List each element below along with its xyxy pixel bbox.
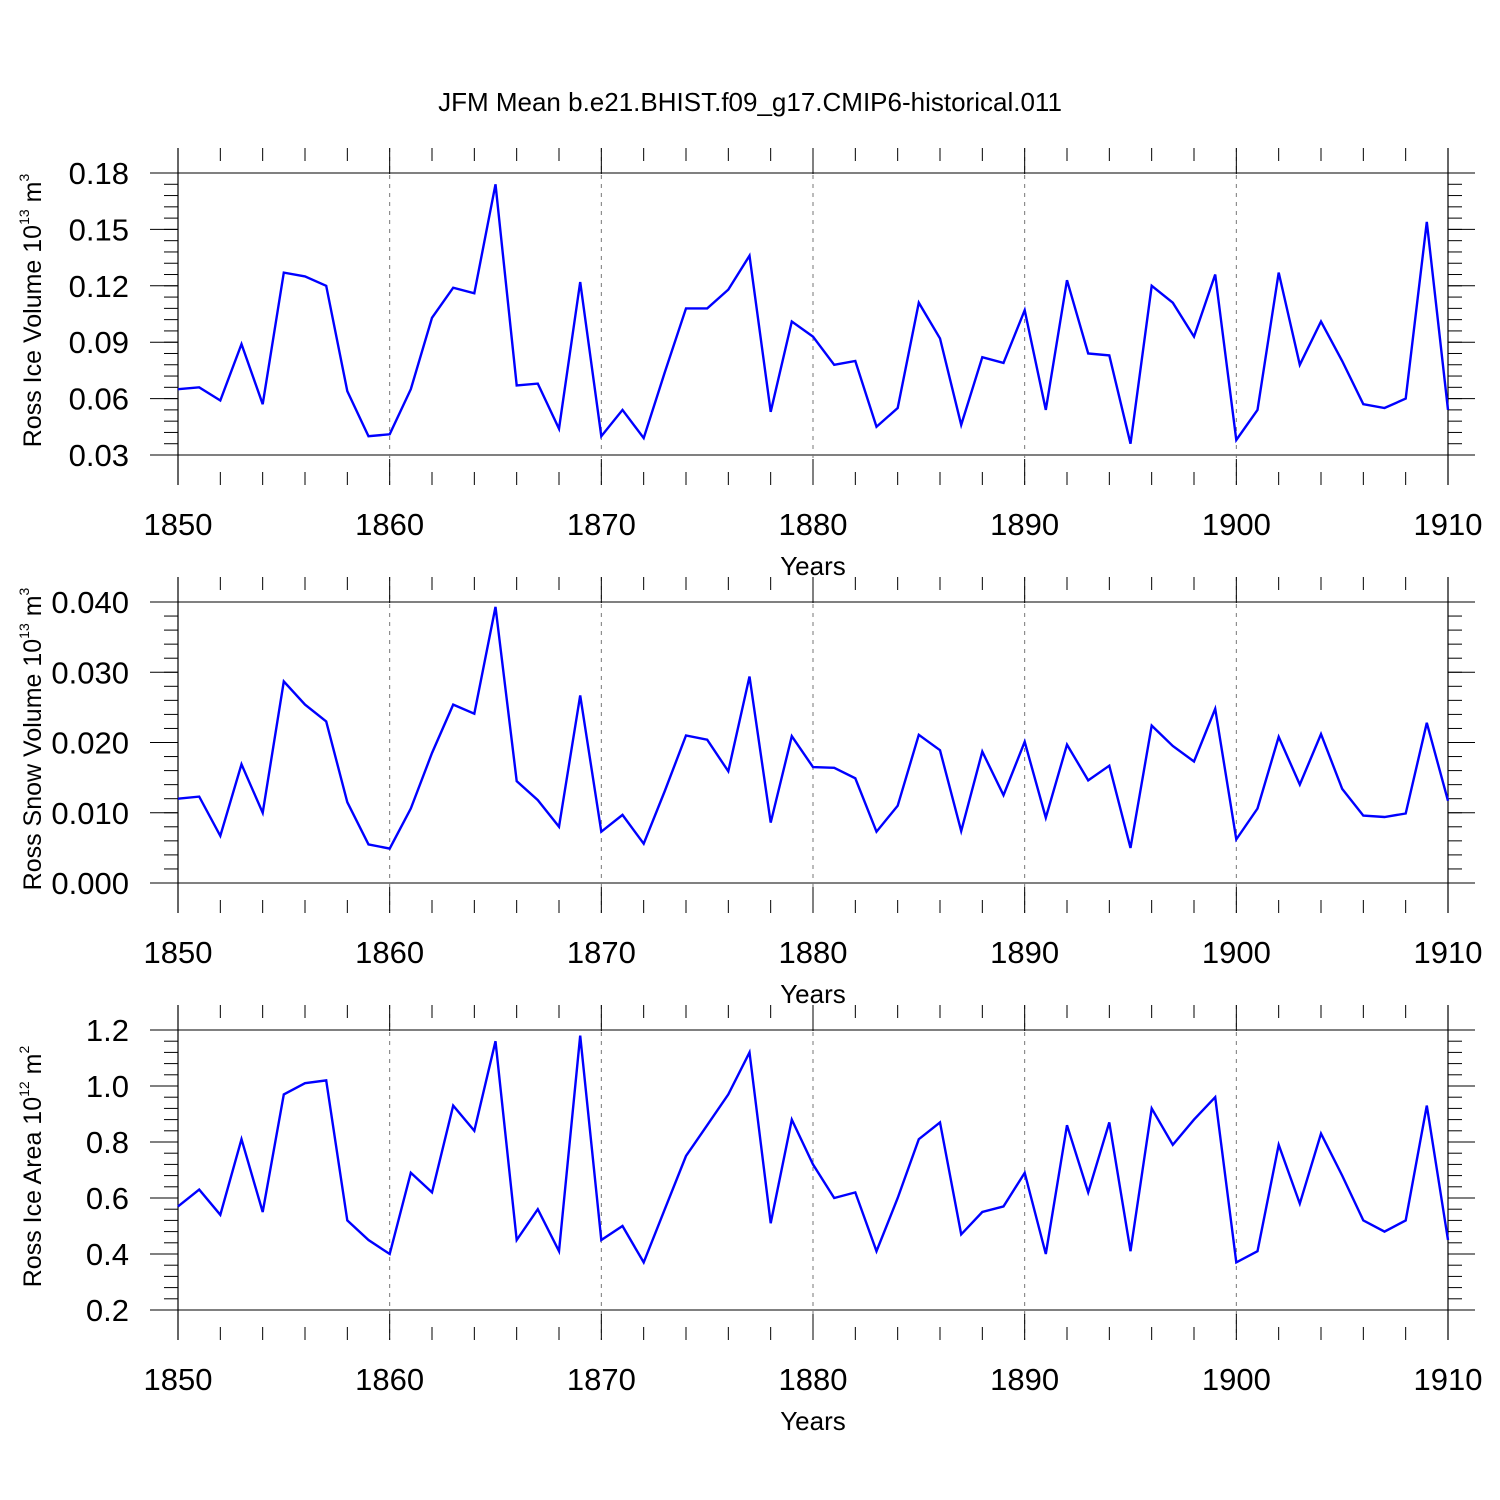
y-tick-label: 0.06 xyxy=(69,382,129,417)
x-tick-label: 1900 xyxy=(1202,1362,1271,1397)
x-tick-label: 1910 xyxy=(1414,507,1483,542)
x-tick-label: 1890 xyxy=(990,935,1059,970)
y-tick-label: 0.040 xyxy=(51,585,129,620)
figure-title: JFM Mean b.e21.BHIST.f09_g17.CMIP6-histo… xyxy=(438,87,1062,117)
x-tick-label: 1860 xyxy=(355,507,424,542)
x-tick-label: 1880 xyxy=(779,1362,848,1397)
y-tick-label: 0.18 xyxy=(69,156,129,191)
y-tick-label: 0.09 xyxy=(69,325,129,360)
y-tick-label: 0.12 xyxy=(69,269,129,304)
panel-1: 0.03 0.06 0.09 0.12 0.15 0.18 1850 1860 1870 1880… xyxy=(16,148,1482,581)
panel-3: 0.2 0.4 0.6 0.8 1.0 1.2 1850 1860 1870 1880 1890 19… xyxy=(16,1005,1482,1436)
y-axis-label: Ross Ice Volume 1013 m3 xyxy=(16,174,47,448)
x-tick-label: 1850 xyxy=(144,1362,213,1397)
y-tick-label: 0.2 xyxy=(86,1293,129,1328)
data-series-line xyxy=(177,184,1450,444)
y-axis-label: Ross Snow Volume 1013 m3 xyxy=(16,587,47,890)
x-tick-label: 1880 xyxy=(779,507,848,542)
x-axis-label: Years xyxy=(780,979,846,1009)
x-tick-label: 1890 xyxy=(990,1362,1059,1397)
x-tick-label: 1900 xyxy=(1202,507,1271,542)
x-tick-label: 1870 xyxy=(567,507,636,542)
y-tick-label: 0.15 xyxy=(69,212,129,247)
x-tick-label: 1900 xyxy=(1202,935,1271,970)
y-tick-label: 0.6 xyxy=(86,1181,129,1216)
y-tick-label: 0.000 xyxy=(51,866,129,901)
y-tick-label: 1.2 xyxy=(86,1013,129,1048)
panel-2: 0.000 0.010 0.020 0.030 0.040 1850 1860 1870 188… xyxy=(16,577,1482,1009)
x-tick-label: 1910 xyxy=(1414,935,1483,970)
x-tick-label: 1860 xyxy=(355,935,424,970)
x-tick-label: 1850 xyxy=(144,935,213,970)
data-series-line xyxy=(177,1035,1450,1266)
y-tick-label: 0.03 xyxy=(69,438,129,473)
x-tick-label: 1860 xyxy=(355,1362,424,1397)
y-tick-label: 1.0 xyxy=(86,1069,129,1104)
panels: 0.03 0.06 0.09 0.12 0.15 0.18 1850 1860 1870 1880… xyxy=(16,148,1482,1436)
x-tick-label: 1850 xyxy=(144,507,213,542)
y-tick-label: 0.030 xyxy=(51,655,129,690)
x-tick-label: 1870 xyxy=(567,935,636,970)
x-tick-label: 1910 xyxy=(1414,1362,1483,1397)
y-tick-label: 0.020 xyxy=(51,726,129,761)
x-axis-label: Years xyxy=(780,551,846,581)
y-axis-label: Ross Ice Area 1012 m2 xyxy=(16,1046,47,1288)
y-tick-label: 0.010 xyxy=(51,796,129,831)
x-tick-label: 1890 xyxy=(990,507,1059,542)
y-tick-label: 0.8 xyxy=(86,1125,129,1160)
x-tick-label: 1880 xyxy=(779,935,848,970)
data-series-line xyxy=(177,606,1450,850)
x-tick-label: 1870 xyxy=(567,1362,636,1397)
x-axis-label: Years xyxy=(780,1406,846,1436)
y-tick-label: 0.4 xyxy=(86,1237,129,1272)
